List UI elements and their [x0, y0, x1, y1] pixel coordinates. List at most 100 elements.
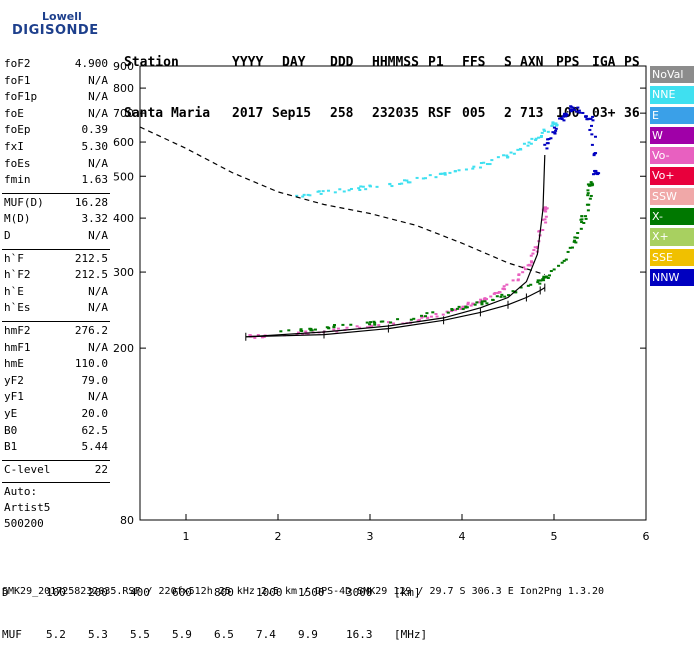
param-divider: [2, 459, 110, 461]
scatter-point: [564, 115, 568, 118]
scatter-point: [450, 308, 454, 311]
scatter-point: [579, 218, 583, 221]
scatter-point: [540, 131, 544, 134]
scatter-point: [516, 148, 520, 151]
scatter-point: [253, 336, 257, 339]
scatter-point: [505, 154, 509, 157]
scatter-point: [420, 316, 424, 319]
scatter-point: [256, 334, 260, 337]
table-cell: [km]: [394, 586, 421, 599]
param-row: foEp 0.39: [2, 123, 110, 140]
scatter-point: [543, 218, 547, 221]
scatter-point: [529, 254, 533, 257]
scatter-point: [443, 173, 447, 176]
muf-row: MUF 5.2 5.3 5.5 5.9 6.5 7.4 9.9 16.3 [MHz]: [2, 628, 427, 642]
scatter-point: [364, 188, 368, 191]
y-tick-label: 300: [113, 266, 134, 279]
scatter-point: [457, 169, 461, 172]
scatter-point: [349, 187, 353, 190]
scatter-point: [589, 181, 593, 184]
scatter-point: [357, 187, 361, 190]
scatter-point: [588, 197, 592, 200]
scatter-point: [542, 275, 546, 278]
param-row: foE N/A: [2, 107, 110, 124]
scatter-point: [443, 172, 447, 175]
scatter-point: [493, 292, 497, 295]
scatter-point: [424, 177, 428, 180]
scatter-point: [517, 273, 521, 276]
auto-artist: Artist5: [4, 501, 51, 514]
scatter-point: [464, 168, 468, 171]
scatter-point: [306, 193, 310, 196]
param-row: B0 62.5: [2, 424, 110, 441]
scatter-point: [512, 152, 516, 155]
scatter-point: [522, 266, 526, 269]
scatter-point: [576, 232, 580, 235]
scatter-point: [295, 194, 299, 197]
scatter-point: [584, 215, 588, 218]
scatter-point: [562, 119, 566, 122]
scatter-point: [538, 282, 542, 285]
scatter-point: [388, 182, 392, 185]
scatter-point: [389, 321, 393, 324]
scatter-point: [536, 245, 540, 248]
scatter-point: [563, 112, 567, 115]
muf-distance-table: D 100 200 400 600 800 1000 1500 3000 [km] MUF 5.2 5…: [2, 558, 427, 656]
y-tick-label: 600: [113, 136, 134, 149]
scatter-point: [332, 325, 336, 328]
scatter-point: [359, 185, 363, 188]
scatter-point: [338, 188, 342, 191]
scatter-point: [554, 127, 558, 130]
scatter-point: [546, 138, 550, 141]
scatter-point: [593, 170, 597, 173]
scatter-point: [485, 298, 489, 301]
scatter-point: [448, 171, 452, 174]
scatter-point: [355, 325, 359, 328]
param-label: C-level: [4, 462, 51, 476]
param-label: yE: [4, 407, 18, 420]
scatter-point: [562, 114, 566, 117]
scatter-point: [551, 122, 555, 125]
scatter-point: [573, 236, 577, 239]
scatter-point: [507, 294, 511, 297]
scatter-point: [542, 276, 546, 279]
scatter-point: [406, 181, 410, 184]
param-value: N/A: [88, 156, 108, 170]
scatter-point: [441, 172, 445, 175]
scatter-point: [589, 117, 593, 120]
scatter-point: [542, 209, 546, 212]
scatter-point: [409, 318, 413, 321]
y-tick-label: 900: [113, 60, 134, 73]
scatter-point: [365, 321, 369, 324]
scatter-point: [379, 320, 383, 323]
scatter-point: [453, 308, 457, 311]
param-label: h`E: [4, 284, 24, 298]
scatter-point: [469, 304, 473, 307]
scatter-point: [412, 317, 416, 320]
header-values-row: Santa Maria2017Sep15258232035RSF00527131…: [124, 105, 640, 122]
param-row: h`Es N/A: [2, 301, 110, 318]
table-cell: 800: [214, 586, 234, 599]
param-value: 0.39: [81, 123, 109, 137]
scatter-point: [584, 217, 588, 220]
scatter-point: [431, 311, 435, 314]
scatter-point: [434, 313, 438, 316]
scatter-point: [522, 142, 526, 145]
scatter-point: [544, 208, 548, 211]
scatter-point: [521, 271, 525, 274]
scatter-point: [426, 316, 430, 319]
scatter-point: [488, 163, 492, 166]
param-value: 276.2: [74, 324, 108, 337]
scatter-point: [497, 291, 501, 294]
param-label: fmin: [4, 173, 31, 187]
scatter-point: [402, 179, 406, 182]
scatter-point: [527, 141, 531, 144]
scatter-point: [482, 299, 486, 302]
scatter-point: [506, 155, 510, 158]
scatter-point: [361, 185, 365, 188]
scatter-point: [516, 278, 520, 281]
scatter-point: [299, 329, 303, 332]
scatter-point: [398, 182, 402, 185]
scatter-point: [326, 189, 330, 192]
distance-row: D 100 200 400 600 800 1000 1500 3000 [km]: [2, 586, 421, 600]
